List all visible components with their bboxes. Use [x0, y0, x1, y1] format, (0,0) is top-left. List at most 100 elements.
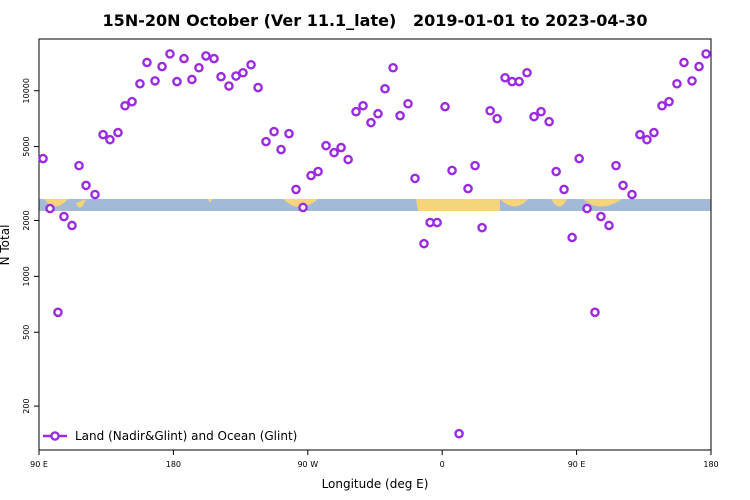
point: [596, 211, 606, 222]
point: [590, 307, 600, 318]
point: [366, 117, 376, 128]
point: [627, 189, 637, 200]
point: [380, 83, 390, 94]
point: [113, 127, 123, 138]
point: [313, 166, 323, 177]
point: [276, 144, 286, 155]
point: [567, 232, 577, 243]
point: [551, 166, 561, 177]
y-tick-label: 5000: [22, 136, 31, 156]
point: [269, 126, 279, 137]
point: [74, 160, 84, 171]
point: [157, 61, 167, 72]
plot-frame: [38, 38, 712, 451]
point: [470, 160, 480, 171]
point: [216, 71, 226, 82]
point: [559, 184, 569, 195]
point: [664, 96, 674, 107]
point: [395, 110, 405, 121]
point: [694, 61, 704, 72]
point: [447, 165, 457, 176]
chart-title: 15N-20N October (Ver 11.1_late) 2019-01-…: [103, 11, 648, 30]
point: [261, 136, 271, 147]
point: [81, 180, 91, 191]
point: [298, 202, 308, 213]
point: [172, 76, 182, 87]
point: [388, 62, 398, 73]
point: [373, 108, 383, 119]
point: [284, 128, 294, 139]
legend-label: Land (Nadir&Glint) and Ocean (Glint): [75, 429, 297, 443]
point: [59, 211, 69, 222]
point: [582, 203, 592, 214]
point: [485, 105, 495, 116]
point: [358, 100, 368, 111]
point: [98, 129, 108, 140]
map-strip: [39, 199, 711, 211]
point: [687, 76, 697, 86]
point: [179, 53, 189, 64]
point: [649, 127, 659, 138]
x-tick-label: 90 W: [297, 460, 318, 469]
point: [238, 67, 248, 78]
point: [253, 82, 263, 93]
point: [45, 203, 55, 214]
y-tick-label: 2000: [22, 210, 31, 230]
point: [187, 74, 197, 85]
point: [38, 153, 48, 164]
point: [463, 183, 473, 194]
point: [53, 307, 63, 318]
point: [291, 184, 301, 195]
point: [343, 154, 353, 165]
x-tick-label: 180: [166, 460, 181, 469]
point: [321, 140, 331, 151]
point: [105, 134, 115, 145]
point: [410, 173, 420, 184]
x-tick-label: 90 E: [568, 460, 586, 469]
point: [224, 81, 234, 91]
point: [642, 134, 652, 145]
point: [150, 76, 160, 86]
point: [329, 147, 339, 158]
point: [306, 170, 316, 181]
point: [336, 142, 346, 153]
point: [500, 72, 510, 83]
point: [604, 220, 614, 231]
point: [209, 53, 219, 64]
point: [477, 222, 487, 233]
y-tick-label: 500: [22, 325, 31, 340]
point: [522, 67, 532, 78]
point: [618, 180, 628, 191]
y-tick-label: 1000: [22, 266, 31, 286]
point: [701, 49, 711, 59]
point: [454, 428, 464, 439]
point: [635, 129, 645, 140]
point: [127, 96, 137, 107]
point: [246, 59, 256, 70]
point: [90, 189, 100, 200]
x-axis-label: Longitude (deg E): [322, 477, 429, 491]
point: [544, 116, 554, 127]
point: [529, 111, 539, 122]
y-tick-label: 10000: [22, 78, 31, 103]
point: [679, 57, 689, 68]
point: [492, 113, 502, 124]
x-tick-label: 90 E: [30, 460, 48, 469]
point: [574, 153, 584, 164]
point: [611, 160, 621, 171]
point: [142, 57, 152, 68]
legend-marker: [50, 431, 60, 441]
point: [194, 62, 204, 73]
point: [419, 238, 429, 249]
x-tick-label: 0: [440, 460, 445, 469]
point: [135, 78, 145, 89]
point: [403, 98, 413, 109]
point: [351, 106, 361, 117]
point: [440, 101, 450, 112]
point: [67, 220, 77, 231]
point: [120, 100, 130, 111]
y-axis-label: N Total: [0, 225, 12, 266]
point: [201, 51, 211, 61]
point: [672, 78, 682, 89]
